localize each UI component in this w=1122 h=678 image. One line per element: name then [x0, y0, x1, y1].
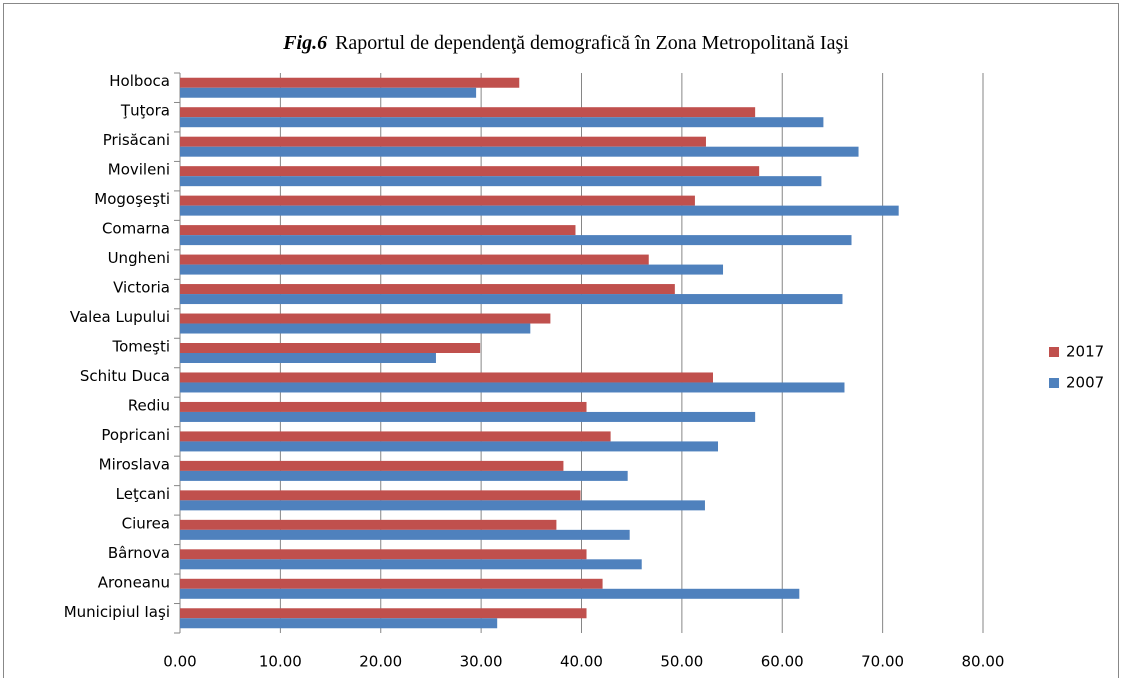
bar — [180, 176, 822, 187]
bar — [180, 519, 557, 530]
bar — [180, 107, 756, 118]
bar — [180, 441, 719, 452]
y-tick-label: Victoria — [113, 279, 170, 297]
bar — [180, 372, 713, 383]
bar — [180, 166, 760, 177]
bar — [180, 264, 724, 275]
bar — [180, 411, 756, 422]
y-tick-label: Movileni — [108, 161, 170, 179]
bar — [180, 254, 649, 265]
bar — [180, 313, 551, 324]
bar — [180, 460, 564, 471]
x-tick-label: 40.00 — [560, 653, 603, 671]
y-tick-label: Municipiul Iaşi — [64, 603, 170, 621]
bar — [180, 382, 845, 393]
bar — [180, 353, 436, 363]
y-tick-label: Valea Lupului — [70, 308, 170, 326]
x-tick-label: 0.00 — [163, 653, 196, 671]
bar — [180, 500, 705, 511]
bar — [180, 195, 695, 206]
y-tick-label: Holboca — [109, 72, 170, 90]
bar — [180, 136, 706, 147]
figure-label: Fig.6 — [282, 32, 327, 54]
bar — [180, 225, 576, 236]
chart-title: Fig.6 Raportul de dependenţă demografică … — [282, 32, 849, 54]
x-tick-label: 10.00 — [259, 653, 302, 671]
bar — [180, 431, 611, 442]
bar — [180, 343, 481, 353]
bar — [180, 117, 824, 128]
bar — [180, 401, 587, 412]
x-tick-label: 80.00 — [962, 653, 1005, 671]
bar — [180, 294, 843, 305]
bar — [180, 205, 899, 216]
bar — [180, 77, 520, 88]
y-tick-label: Bârnova — [108, 544, 170, 562]
y-tick-label: Ungheni — [108, 249, 170, 267]
x-tick-label: 70.00 — [861, 653, 904, 671]
legend-label: 2017 — [1066, 343, 1104, 361]
bar — [180, 559, 642, 570]
bar — [180, 284, 675, 295]
bar — [180, 618, 498, 629]
y-tick-label: Miroslava — [99, 455, 170, 473]
title-text: Raportul de dependenţă demografică în Zo… — [335, 32, 849, 54]
y-tick-label: Mogoşeşti — [94, 190, 170, 208]
y-tick-label: Schitu Duca — [80, 367, 170, 385]
y-tick-label: Leţcani — [116, 485, 170, 503]
bar — [180, 323, 531, 334]
bar — [180, 529, 630, 540]
x-tick-label: 30.00 — [460, 653, 503, 671]
y-tick-label: Aroneanu — [98, 573, 170, 591]
chart-border — [3, 3, 1119, 678]
x-tick-label: 20.00 — [359, 653, 402, 671]
bar — [180, 87, 477, 98]
bar — [180, 588, 800, 599]
legend-swatch — [1049, 378, 1059, 388]
y-tick-label: Popricani — [101, 426, 170, 444]
y-tick-label: Ţuţora — [120, 102, 170, 120]
legend-label: 2007 — [1066, 374, 1104, 392]
bar — [180, 578, 603, 589]
bar — [180, 146, 859, 157]
bar — [180, 490, 581, 501]
y-tick-label: Prisăcani — [103, 131, 170, 149]
legend-swatch — [1049, 347, 1059, 357]
y-tick-label: Rediu — [128, 396, 170, 414]
y-tick-label: Comarna — [102, 220, 170, 238]
x-tick-label: 50.00 — [660, 653, 703, 671]
bar — [180, 608, 587, 619]
y-tick-label: Ciurea — [122, 514, 170, 532]
y-tick-label: Tomeşti — [112, 338, 171, 356]
bar — [180, 470, 628, 481]
x-tick-label: 60.00 — [761, 653, 804, 671]
bar — [180, 235, 852, 246]
bar — [180, 549, 587, 560]
